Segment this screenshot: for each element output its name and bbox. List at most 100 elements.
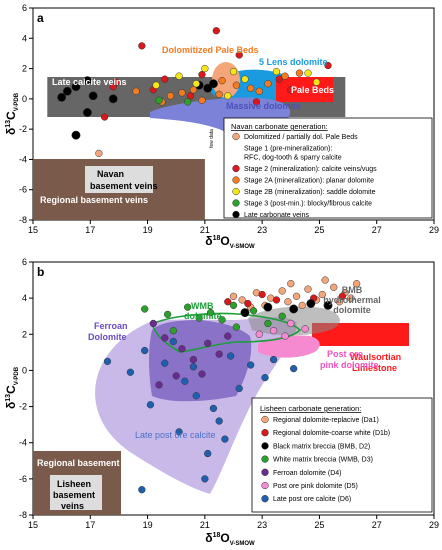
xlabel-b: δ18OV-SMOW	[205, 531, 255, 547]
panel-label-a: a	[37, 11, 44, 25]
y-tick-label-7: 6	[22, 257, 27, 267]
y-tick-label-2: -4	[19, 154, 27, 164]
data-point-s2-p12	[255, 87, 263, 95]
region-pale-beds	[276, 77, 333, 102]
legend-label-1: Regional dolomite-coarse white (D1b)	[273, 430, 390, 437]
data-point-s2-p10	[198, 96, 206, 105]
panel-a: Late calcite veins Regional basement vei…	[4, 3, 439, 250]
ylabel-b: δ13CV-PDB	[4, 366, 20, 409]
data-point-s6-p8	[215, 417, 223, 425]
data-point-s2-p2	[189, 86, 198, 94]
legend-box-a	[223, 117, 433, 219]
legend-marker-3	[232, 176, 240, 184]
legend-marker-6	[261, 495, 269, 503]
data-point-s6-p21	[169, 337, 178, 346]
x-tick-label-6: 27	[372, 520, 382, 530]
data-point-s6-p12	[146, 401, 155, 409]
x-tick-label-0: 15	[28, 520, 38, 530]
data-point-s3-p9	[224, 92, 232, 100]
data-point-s3-p5	[232, 323, 241, 331]
x-tick-label-4: 23	[257, 225, 267, 235]
data-point-s2-p1	[178, 89, 186, 97]
legend-b: Lisheen carbonate generation: Regional d…	[251, 397, 433, 513]
legend-box-b	[251, 397, 433, 513]
data-point-s3-p6	[192, 80, 200, 88]
data-point-s0-p9	[209, 79, 218, 89]
data-point-s2-p2	[306, 299, 316, 309]
data-point-s6-p16	[201, 475, 209, 483]
y-tick-label-6: 4	[22, 33, 27, 43]
label-bmb-line3: dolomite	[333, 305, 371, 315]
legend-marker-5	[261, 481, 269, 490]
data-point-s6-p19	[189, 363, 198, 371]
data-point-s3-p3	[241, 75, 249, 83]
data-point-s6-p11	[226, 352, 235, 360]
data-point-s2-p8	[295, 69, 304, 77]
data-point-s2-p5	[247, 84, 255, 92]
data-point-s0-p9	[353, 280, 361, 288]
legend-label-1: Stage 1 (pre-mineralization):	[244, 146, 332, 153]
data-point-s6-p1	[141, 346, 149, 355]
data-point-s0-p5	[82, 108, 92, 117]
xlabel-a: δ18OV-SMOW	[205, 234, 255, 250]
legend-items-a: Dolomitized / partially dol. Pale Beds St…	[232, 132, 377, 219]
data-point-s5-p0	[269, 327, 278, 335]
label-waulsortian-line1: Waulsortian	[350, 352, 401, 362]
data-point-s1-p6	[275, 75, 283, 83]
x-tick-label-3: 21	[200, 225, 210, 235]
data-point-s5-p3	[281, 332, 289, 340]
label-lisheen-line3: veins	[61, 501, 84, 511]
legend-label-1-line2: RFC, dog-tooth & sparry calcite	[244, 155, 342, 162]
data-point-s0-p19	[321, 276, 329, 284]
data-point-s1-p5	[258, 290, 266, 299]
panel-label-b: b	[37, 265, 44, 279]
data-point-s6-p20	[261, 374, 269, 382]
data-point-s4-p1	[184, 98, 192, 106]
legend-marker-1	[261, 429, 269, 437]
data-point-s6-p3	[181, 377, 189, 385]
data-point-s3-p6	[249, 307, 258, 315]
data-point-s0-p10	[108, 94, 118, 104]
legend-label-6: Late carbonate veins	[244, 212, 309, 219]
legend-label-0: Regional dolomite-replacive (Da1)	[273, 417, 379, 424]
region-bmb-hydrothermal	[248, 306, 340, 336]
data-point-s3-p8	[312, 78, 321, 86]
data-point-s3-p7	[152, 81, 160, 89]
data-point-s1-p13	[324, 61, 332, 70]
x-tick-label-6: 27	[372, 225, 382, 235]
data-point-s1-p10	[198, 70, 206, 79]
legend-label-5: Post ore pink dolomite (D5)	[273, 483, 358, 490]
x-tick-label-3: 21	[200, 520, 210, 530]
data-point-s0-p3	[82, 76, 92, 86]
data-point-s3-p1	[201, 64, 209, 73]
data-point-s1-p8	[109, 83, 117, 91]
data-point-s6-p2	[161, 359, 169, 367]
points-b	[103, 276, 361, 494]
legend-label-6: Late post ore calcite (D6)	[273, 496, 351, 503]
data-point-s4-p0	[155, 96, 163, 105]
data-point-s0-p0	[238, 296, 246, 304]
data-point-s3-p0	[175, 72, 183, 80]
label-navan-basement-line1: Navan	[97, 169, 124, 179]
data-point-s5-p4	[255, 330, 263, 338]
data-point-s2-p4	[232, 81, 241, 89]
data-point-s6-p9	[235, 384, 243, 393]
label-bmb-line2: hydrothermal	[323, 295, 381, 305]
label-ferroan-line1: Ferroan	[94, 321, 128, 331]
label-wmb-line2: dolomite	[184, 311, 222, 321]
y-tick-label-5: 2	[22, 64, 27, 74]
y-tick-label-0: -8	[19, 510, 27, 520]
axes-b: 15 17 19 21 23 25 27 29 -8 -6 -4 -2 0 2 4 6	[19, 257, 439, 530]
y-tick-label-1: -6	[19, 474, 27, 484]
ylabel-a: δ13CV-PDB	[4, 92, 20, 135]
data-point-s0-p4	[88, 91, 98, 101]
data-point-s1-p12	[287, 86, 295, 94]
data-point-s0-p4	[292, 292, 301, 300]
legend-marker-0	[232, 132, 240, 141]
label-late-post-ore-calcite: Late post ore calcite	[135, 430, 216, 440]
x-tick-label-2: 19	[143, 225, 153, 235]
label-navan-basement-line2: basement veins	[90, 181, 158, 191]
label-regional-basement-b: Regional basement veins	[37, 458, 145, 468]
data-point-s6-p4	[192, 392, 200, 400]
data-point-s0-p13	[298, 301, 306, 310]
